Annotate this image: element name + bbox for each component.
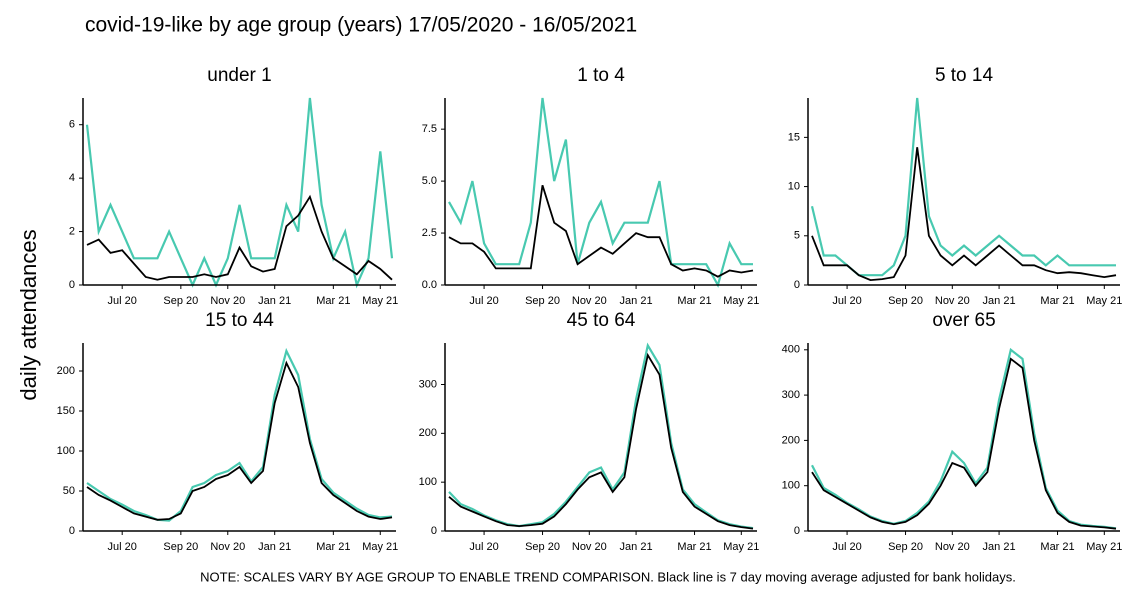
x-tick-label: Jan 21: [620, 295, 653, 307]
y-tick-label: 6: [69, 119, 75, 131]
y-tick-label: 5.0: [422, 175, 437, 187]
y-axis-label: daily attendances: [16, 229, 41, 400]
y-tick-label: 0: [69, 525, 75, 537]
x-tick-label: Jul 20: [469, 541, 498, 553]
y-tick-label: 200: [57, 365, 75, 377]
y-tick-label: 300: [782, 389, 800, 401]
x-tick-label: Jul 20: [832, 541, 861, 553]
x-tick-label: Jul 20: [469, 295, 498, 307]
x-tick-label: Jan 21: [258, 541, 291, 553]
series-line: [86, 194, 393, 281]
x-tick-label: Nov 20: [572, 295, 607, 307]
y-tick-label: 0: [69, 279, 75, 291]
x-tick-label: Jan 21: [258, 295, 291, 307]
y-tick-label: 100: [419, 476, 437, 488]
x-tick-label: Mar 21: [1040, 295, 1074, 307]
x-tick-label: Mar 21: [316, 295, 350, 307]
x-tick-label: Mar 21: [677, 541, 711, 553]
x-tick-label: Jan 21: [983, 295, 1016, 307]
series-line: [448, 352, 754, 530]
panel-title: 45 to 64: [567, 310, 636, 331]
x-tick-label: Jan 21: [983, 541, 1016, 553]
y-tick-label: 2: [69, 225, 75, 237]
panel-title: 1 to 4: [577, 65, 625, 86]
y-tick-label: 15: [788, 131, 800, 143]
y-tick-label: 10: [788, 180, 800, 192]
y-tick-label: 100: [782, 480, 800, 492]
x-tick-label: Nov 20: [935, 541, 970, 553]
x-tick-label: Jul 20: [832, 295, 861, 307]
x-tick-label: Sep 20: [525, 295, 560, 307]
series-line: [811, 147, 1117, 282]
panel-title: 15 to 44: [205, 310, 274, 331]
series-line: [811, 347, 1117, 530]
series-line: [448, 97, 753, 288]
x-tick-label: May 21: [1086, 295, 1122, 307]
y-tick-label: 0: [794, 279, 800, 291]
y-tick-label: 0: [431, 525, 437, 537]
y-tick-label: 7.5: [422, 123, 437, 135]
series-line: [811, 357, 1117, 530]
x-tick-label: Jul 20: [108, 541, 137, 553]
series-line: [86, 360, 393, 521]
x-tick-label: Nov 20: [210, 541, 245, 553]
x-tick-label: Sep 20: [525, 541, 560, 553]
series-line: [86, 347, 393, 522]
y-tick-label: 200: [782, 434, 800, 446]
series-line: [448, 185, 754, 278]
x-tick-label: Nov 20: [210, 295, 245, 307]
x-tick-label: Jan 21: [620, 541, 653, 553]
y-tick-label: 50: [63, 485, 75, 497]
x-tick-label: Nov 20: [572, 541, 607, 553]
x-tick-label: May 21: [362, 295, 398, 307]
y-tick-label: 300: [419, 378, 437, 390]
x-tick-label: Sep 20: [888, 541, 923, 553]
series-line: [85, 97, 394, 289]
x-tick-label: Mar 21: [316, 541, 350, 553]
x-tick-label: May 21: [723, 541, 759, 553]
chart-title: covid-19-like by age group (years) 17/05…: [85, 14, 637, 37]
panel-title: over 65: [932, 310, 995, 331]
x-tick-label: Mar 21: [677, 295, 711, 307]
panel-title: under 1: [207, 65, 271, 86]
x-tick-label: Mar 21: [1040, 541, 1074, 553]
y-tick-label: 400: [782, 344, 800, 356]
series-line: [810, 97, 1116, 277]
y-tick-label: 150: [57, 405, 75, 417]
panel-title: 5 to 14: [935, 65, 994, 86]
y-tick-label: 100: [57, 445, 75, 457]
note: NOTE: SCALES VARY BY AGE GROUP TO ENABLE…: [200, 569, 1016, 584]
x-tick-label: May 21: [1086, 541, 1122, 553]
x-tick-label: Sep 20: [163, 541, 198, 553]
y-tick-label: 200: [419, 427, 437, 439]
x-tick-label: Jul 20: [108, 295, 137, 307]
y-tick-label: 2.5: [422, 227, 437, 239]
y-tick-label: 5: [794, 230, 800, 242]
y-tick-label: 0: [794, 525, 800, 537]
series-line: [448, 342, 754, 530]
x-tick-label: May 21: [362, 541, 398, 553]
x-tick-label: Nov 20: [935, 295, 970, 307]
x-tick-label: Sep 20: [163, 295, 198, 307]
x-tick-label: Sep 20: [888, 295, 923, 307]
y-tick-label: 4: [69, 172, 75, 184]
x-tick-label: May 21: [723, 295, 759, 307]
y-tick-label: 0.0: [422, 279, 437, 291]
